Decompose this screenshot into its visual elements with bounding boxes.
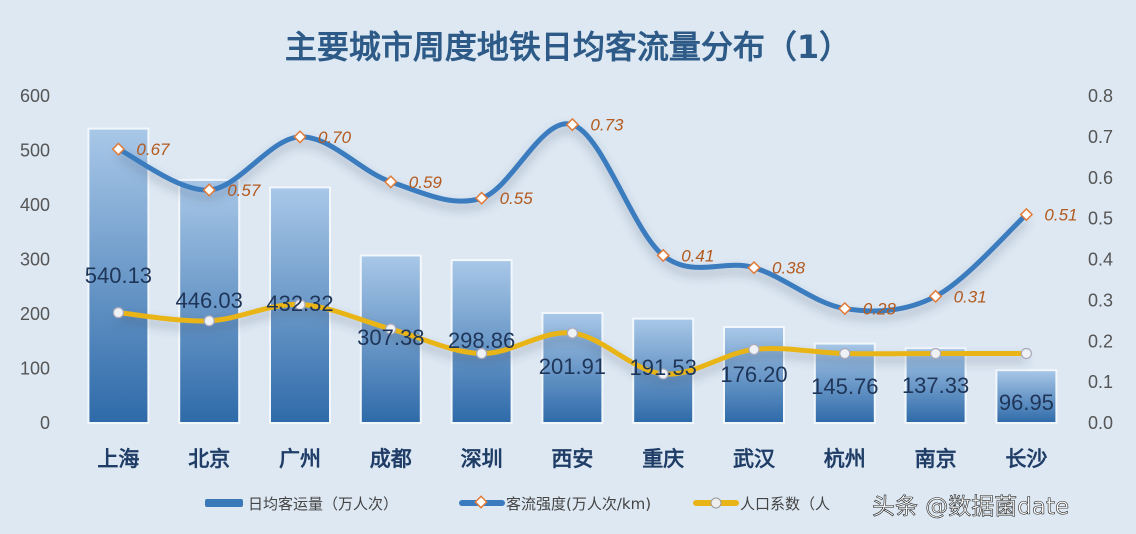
x-tick-label: 武汉 bbox=[733, 447, 776, 471]
bar-data-label: 96.95 bbox=[999, 390, 1054, 415]
y-tick-right: 0.7 bbox=[1088, 127, 1113, 147]
bar bbox=[723, 325, 785, 425]
y-tick-left: 0 bbox=[40, 413, 50, 433]
bar-data-label: 145.76 bbox=[811, 374, 878, 399]
left-axis: 0 100 200 300 400 500 600 bbox=[20, 86, 50, 433]
diamond-marker-icon bbox=[474, 495, 488, 509]
y-tick-left: 600 bbox=[20, 86, 50, 106]
intensity-marker bbox=[202, 183, 216, 197]
watermark: 头条 @数据菌date bbox=[872, 494, 1069, 520]
population-marker bbox=[294, 298, 306, 311]
intensity-data-label: 0.31 bbox=[954, 287, 987, 306]
intensity-marker bbox=[838, 301, 852, 316]
x-tick-label: 上海 bbox=[97, 447, 139, 471]
bar-data-label: 137.33 bbox=[902, 373, 969, 398]
y-tick-left: 400 bbox=[20, 195, 50, 215]
legend-label-intensity: 客流强度(万人次/km) bbox=[506, 495, 651, 513]
intensity-data-label: 0.38 bbox=[772, 259, 806, 278]
intensity-data-label: 0.51 bbox=[1044, 206, 1077, 225]
population-marker bbox=[839, 347, 851, 360]
intensity-marker bbox=[474, 191, 489, 205]
population-marker bbox=[476, 347, 488, 360]
x-tick-label: 西安 bbox=[551, 447, 593, 471]
intensity-marker bbox=[111, 142, 126, 156]
bar-data-label: 191.53 bbox=[630, 355, 697, 380]
chart-title: 主要城市周度地铁日均客流量分布（1） bbox=[285, 28, 851, 66]
x-tick-label: 重庆 bbox=[642, 447, 684, 471]
intensity-marker bbox=[384, 175, 398, 189]
legend-bar-swatch bbox=[205, 499, 243, 507]
population-marker bbox=[203, 315, 215, 327]
bar-data-label: 432.32 bbox=[266, 291, 333, 316]
y-tick-right: 0.6 bbox=[1088, 168, 1113, 188]
intensity-marker bbox=[293, 130, 307, 144]
bar bbox=[87, 127, 150, 424]
y-tick-right: 0.1 bbox=[1088, 372, 1113, 392]
legend-label-bar: 日均客运量（万人次） bbox=[248, 495, 398, 513]
y-tick-left: 500 bbox=[20, 141, 50, 161]
bar-data-label: 201.91 bbox=[539, 354, 606, 379]
y-tick-left: 200 bbox=[20, 304, 50, 324]
x-tick-label: 广州 bbox=[279, 447, 321, 471]
bar-data-label: 307.38 bbox=[357, 325, 424, 350]
population-marker bbox=[385, 323, 397, 335]
x-tick-label: 长沙 bbox=[1005, 447, 1047, 471]
y-tick-left: 100 bbox=[20, 359, 50, 379]
x-tick-label: 深圳 bbox=[461, 447, 503, 471]
intensity-data-label: 0.28 bbox=[863, 300, 897, 319]
x-tick-label: 南京 bbox=[915, 447, 957, 471]
intensity-data-label: 0.55 bbox=[500, 189, 534, 208]
population-marker bbox=[112, 307, 125, 319]
data-labels: 0.67 0.57 0.70 0.59 0.55 0.73 0.41 0.38 0.28 0.31… bbox=[85, 116, 1078, 415]
intensity-data-label: 0.59 bbox=[409, 173, 443, 192]
y-tick-right: 0.0 bbox=[1088, 413, 1113, 433]
x-tick-label: 杭州 bbox=[824, 447, 866, 471]
y-tick-left: 300 bbox=[20, 250, 50, 270]
population-marker bbox=[657, 368, 669, 380]
intensity-marker bbox=[928, 289, 943, 304]
bar-data-label: 446.03 bbox=[176, 288, 243, 313]
intensity-data-label: 0.70 bbox=[318, 128, 352, 147]
legend: 日均客运量（万人次） 客流强度(万人次/km) 人口系数（人 bbox=[205, 495, 830, 513]
bar-data-label: 298.86 bbox=[448, 328, 515, 353]
population-marker bbox=[566, 327, 579, 339]
intensity-data-label: 0.57 bbox=[227, 181, 261, 200]
line-series bbox=[111, 117, 1034, 380]
y-tick-right: 0.3 bbox=[1088, 290, 1113, 310]
bar bbox=[178, 178, 241, 424]
x-axis: 上海 北京 广州 成都 深圳 西安 重庆 武汉 杭州 南京 长沙 bbox=[97, 447, 1047, 471]
bar bbox=[359, 254, 422, 424]
x-tick-label: 北京 bbox=[188, 447, 230, 471]
y-tick-right: 0.5 bbox=[1088, 209, 1113, 229]
bar bbox=[450, 259, 513, 424]
intensity-data-label: 0.67 bbox=[136, 140, 170, 159]
legend-label-population: 人口系数（人 bbox=[740, 495, 830, 513]
bar bbox=[995, 369, 1058, 425]
bar-data-label: 176.20 bbox=[720, 362, 787, 387]
population-marker bbox=[1020, 347, 1033, 360]
intensity-marker bbox=[1019, 207, 1034, 222]
right-axis: 0.0 0.1 0.2 0.3 0.4 0.5 0.6 0.7 0.8 bbox=[1088, 86, 1113, 433]
intensity-marker bbox=[656, 248, 670, 263]
intensity-marker bbox=[747, 260, 761, 275]
intensity-data-label: 0.41 bbox=[681, 246, 714, 265]
y-tick-right: 0.2 bbox=[1088, 331, 1113, 351]
population-marker bbox=[748, 343, 760, 356]
y-tick-right: 0.4 bbox=[1088, 250, 1113, 270]
intensity-data-label: 0.73 bbox=[590, 116, 624, 135]
circle-marker-icon bbox=[710, 497, 722, 509]
bar-data-label: 540.13 bbox=[85, 263, 152, 288]
intensity-marker bbox=[565, 117, 580, 132]
y-tick-right: 0.8 bbox=[1088, 86, 1113, 106]
population-marker bbox=[929, 347, 942, 360]
x-tick-label: 成都 bbox=[370, 447, 412, 471]
